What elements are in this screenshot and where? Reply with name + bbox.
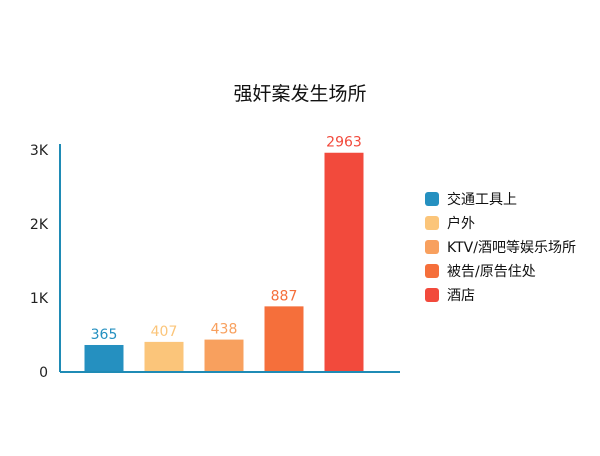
bar [324, 152, 364, 372]
y-tick-label: 1K [30, 291, 49, 307]
legend-swatch [425, 264, 439, 278]
legend-swatch [425, 240, 439, 254]
legend-swatch [425, 192, 439, 206]
data-label: 438 [211, 322, 238, 338]
legend-label: 被告/原告住处 [447, 264, 536, 280]
bars [84, 152, 364, 372]
y-tick-label: 2K [30, 217, 49, 233]
bar [84, 344, 124, 372]
bar [264, 306, 304, 372]
legend-label: KTV/酒吧等娱乐场所 [447, 239, 576, 256]
chart-title: 强奸案发生场所 [233, 83, 366, 105]
legend-label: 酒店 [447, 288, 475, 304]
data-label: 407 [151, 324, 178, 340]
legend-swatch [425, 216, 439, 230]
data-label: 887 [271, 288, 298, 304]
legend-label: 交通工具上 [447, 191, 517, 208]
data-labels: 365 407 438 887 2963 [91, 135, 362, 343]
bar [144, 341, 184, 372]
data-label: 365 [91, 327, 118, 343]
data-label: 2963 [326, 135, 362, 151]
y-axis-ticks: 0 1K 2K 3K [30, 143, 49, 381]
legend-swatch [425, 288, 439, 302]
y-tick-label: 0 [39, 365, 48, 381]
legend-label: 户外 [447, 215, 475, 232]
y-tick-label: 3K [30, 143, 49, 159]
bar [204, 339, 244, 372]
